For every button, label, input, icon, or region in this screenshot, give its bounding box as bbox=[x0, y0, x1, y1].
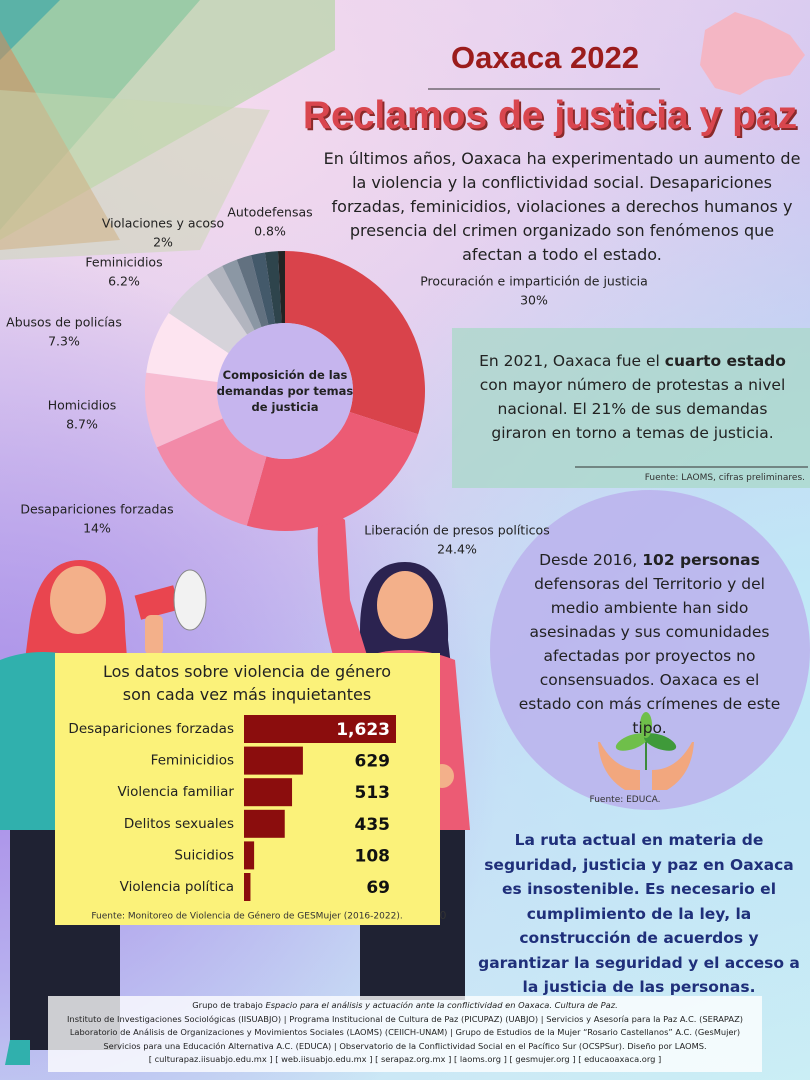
slice-label: Feminicidios bbox=[85, 255, 162, 270]
text: Grupo de trabajo bbox=[192, 1000, 266, 1010]
value-label: 8.7% bbox=[66, 417, 98, 432]
defenders-note: Desde 2016, 102 personas defensoras del … bbox=[512, 548, 787, 740]
plant-icon bbox=[598, 712, 694, 790]
footer-line: [ culturapaz.iisuabjo.edu.mx ] [ web.iis… bbox=[148, 1054, 662, 1064]
text: En 2021, Oaxaca fue el bbox=[479, 352, 665, 370]
bar-category: Violencia política bbox=[120, 879, 234, 895]
emphasis: Espacio para el análisis y actuación ant… bbox=[265, 1000, 618, 1010]
slice-label: Liberación de presos políticos bbox=[364, 523, 549, 538]
footer: Grupo de trabajo Espacio para el análisi… bbox=[48, 996, 762, 1072]
text: con mayor número de protestas a nivel na… bbox=[479, 376, 786, 442]
intro: En últimos años, Oaxaca ha experimentado… bbox=[323, 149, 801, 264]
value-label: 30% bbox=[520, 293, 548, 308]
bar-category: Desapariciones forzadas bbox=[68, 721, 234, 737]
source: Fuente: LAOMS, cifras preliminares. bbox=[644, 473, 805, 483]
donut-chart: Procuración e impartición de justicia 30%… bbox=[6, 205, 648, 557]
conclusion: La ruta actual en materia de seguridad, … bbox=[478, 831, 800, 996]
slice bbox=[145, 372, 223, 448]
slice bbox=[168, 274, 248, 354]
bar-chart: Los datos sobre violencia de género son c… bbox=[68, 662, 446, 923]
value-label: 6.2% bbox=[108, 274, 140, 289]
bar-value: 1,623 bbox=[336, 720, 390, 740]
title: Oaxaca 2022 bbox=[451, 40, 639, 75]
slice bbox=[285, 251, 425, 435]
text: defensoras del Territorio y del medio am… bbox=[518, 575, 781, 737]
value-label: 7.3% bbox=[48, 334, 80, 349]
value-label: 0.8% bbox=[254, 224, 286, 239]
slice bbox=[251, 252, 276, 326]
decor-shape bbox=[0, 90, 270, 260]
slice-label: Procuración e impartición de justicia bbox=[420, 274, 648, 289]
protests-note: En 2021, Oaxaca fue el cuarto estado con… bbox=[470, 349, 795, 445]
slice bbox=[236, 255, 269, 328]
donut-title: Composición de las demandas por temas de j… bbox=[217, 368, 354, 414]
info-circle bbox=[490, 490, 810, 810]
bar bbox=[244, 873, 251, 901]
value-label: 2% bbox=[153, 235, 173, 250]
bar bbox=[244, 715, 396, 743]
bar-value: 435 bbox=[355, 815, 391, 835]
tick-label: 0 bbox=[440, 909, 447, 922]
slice bbox=[264, 251, 282, 324]
slice bbox=[207, 265, 255, 335]
slice bbox=[222, 259, 262, 331]
slice bbox=[246, 412, 419, 531]
bar-title: Los datos sobre violencia de género son c… bbox=[103, 662, 391, 704]
footer-line: Instituto de Investigaciones Sociológica… bbox=[66, 1013, 744, 1024]
subtitle: Reclamos de justicia y paz bbox=[302, 94, 798, 137]
source: Fuente: EDUCA. bbox=[589, 795, 661, 805]
value-label: 24.4% bbox=[437, 542, 477, 557]
info-panel bbox=[452, 328, 810, 488]
oaxaca-map bbox=[700, 12, 805, 95]
footer-line: Grupo de trabajo Espacio para el análisi… bbox=[48, 999, 762, 1013]
bar bbox=[244, 778, 293, 807]
bar bbox=[244, 746, 303, 775]
emphasis: cuarto estado bbox=[664, 352, 786, 370]
bar-value: 108 bbox=[355, 846, 391, 866]
bar-category: Suicidios bbox=[174, 847, 234, 863]
slice-label: Autodefensas bbox=[227, 205, 312, 220]
source: Fuente: Monitoreo de Violencia de Género… bbox=[91, 911, 402, 922]
bar-value: 629 bbox=[355, 752, 391, 772]
slice-label: Desapariciones forzadas bbox=[20, 502, 173, 517]
bar-value: 69 bbox=[366, 878, 390, 898]
slice bbox=[156, 418, 267, 526]
bar-category: Feminicidios bbox=[151, 753, 234, 769]
slice-label: Violaciones y acoso bbox=[102, 216, 224, 231]
bar-category: Delitos sexuales bbox=[124, 816, 234, 832]
donut-hole bbox=[217, 323, 353, 459]
bar-category: Violencia familiar bbox=[117, 784, 234, 800]
bar bbox=[244, 841, 255, 870]
slice-label: Abusos de policías bbox=[6, 315, 122, 330]
slice bbox=[146, 313, 229, 383]
footer-line: Laboratorio de Análisis de Organizacione… bbox=[69, 1027, 741, 1037]
slice bbox=[277, 251, 285, 324]
bar bbox=[244, 809, 285, 838]
value-label: 14% bbox=[83, 521, 111, 536]
emphasis: 102 personas bbox=[642, 551, 760, 569]
slice-label: Homicidios bbox=[48, 398, 117, 413]
bar-value: 513 bbox=[355, 783, 391, 803]
footer-line: Servicios para una Educación Alternativa… bbox=[103, 1040, 707, 1051]
text: Desde 2016, bbox=[539, 551, 643, 569]
